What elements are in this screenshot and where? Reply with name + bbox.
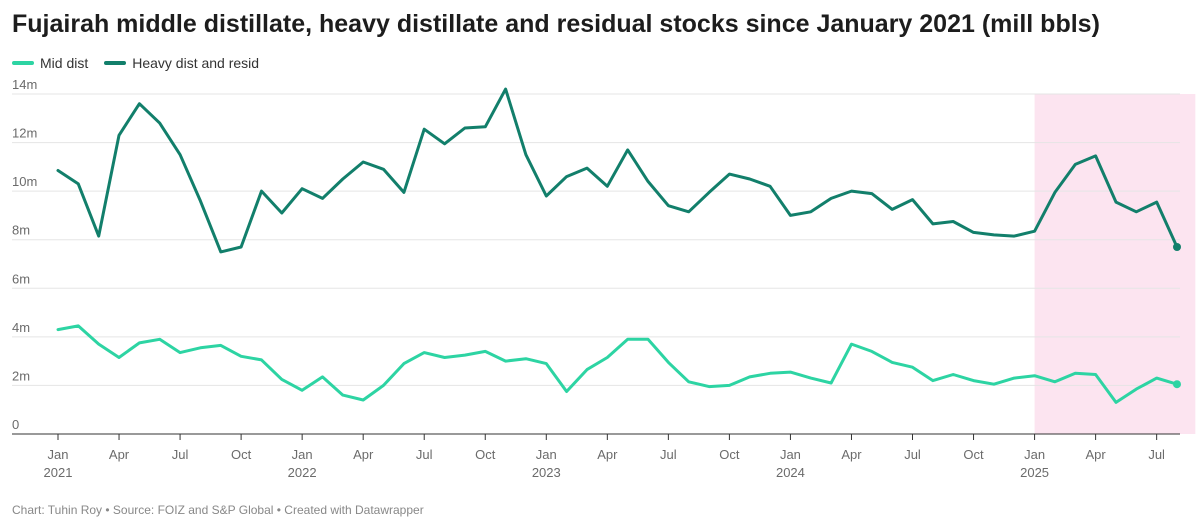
x-tick-label: Jan [780,447,801,462]
y-tick-label: 2m [12,368,30,383]
x-tick-label: Oct [231,447,252,462]
series-line-heavy-dist [56,87,1179,254]
x-tick-label: Apr [1086,447,1107,462]
x-tick-label: Jan [536,447,557,462]
highlight-band-2025 [1034,94,1196,434]
x-tick-label: Oct [475,447,496,462]
x-tick-label: Oct [719,447,740,462]
x-tick-year-label: 2021 [44,465,73,480]
legend-item-heavy-dist: Heavy dist and resid [104,55,259,71]
x-tick-label: Jan [292,447,313,462]
x-tick-label: Jul [660,447,677,462]
x-tick-label: Apr [353,447,374,462]
x-tick-label: Oct [963,447,984,462]
chart-credit: Chart: Tuhin Roy • Source: FOIZ and S&P … [12,503,424,517]
endpoint-mid-dist [1173,380,1181,389]
series-line-mid-dist [56,324,1179,404]
legend-label-mid-dist: Mid dist [40,55,89,71]
x-tick-label: Jul [1148,447,1165,462]
y-tick-label: 6m [12,271,30,286]
x-tick-label: Jul [904,447,921,462]
x-tick-label: Apr [597,447,618,462]
x-tick-label: Apr [841,447,862,462]
x-tick-label: Jul [172,447,189,462]
endpoint-heavy-dist [1173,243,1181,251]
y-tick-label: 14m [12,77,37,92]
x-tick-year-label: 2023 [532,465,561,480]
x-tick-label: Jan [1024,447,1045,462]
x-tick-label: Jul [416,447,433,462]
x-tick-label: Jan [48,447,69,462]
x-tick-year-label: 2025 [1020,465,1049,480]
y-tick-label: 4m [12,320,30,335]
y-tick-label: 10m [12,174,37,189]
y-tick-label: 8m [12,223,30,238]
y-tick-label: 12m [12,126,37,141]
x-tick-year-label: 2024 [776,465,805,480]
legend-item-mid-dist: Mid dist [12,55,88,71]
x-tick-label: Apr [109,447,130,462]
y-tick-label: 0 [12,417,19,432]
legend-label-heavy-dist: Heavy dist and resid [132,55,260,71]
legend-swatch-heavy-dist [104,61,127,65]
chart-title: Fujairah middle distillate, heavy distil… [12,10,1100,38]
legend-swatch-mid-dist [12,61,34,65]
x-tick-year-label: 2022 [288,465,317,480]
line-chart: 0 2m 4m 6m 8m 10m 12m 14m Jan 2021 Apr Jul Oct Jan 202… [12,77,1196,480]
legend: Mid dist Heavy dist and resid [12,55,259,71]
